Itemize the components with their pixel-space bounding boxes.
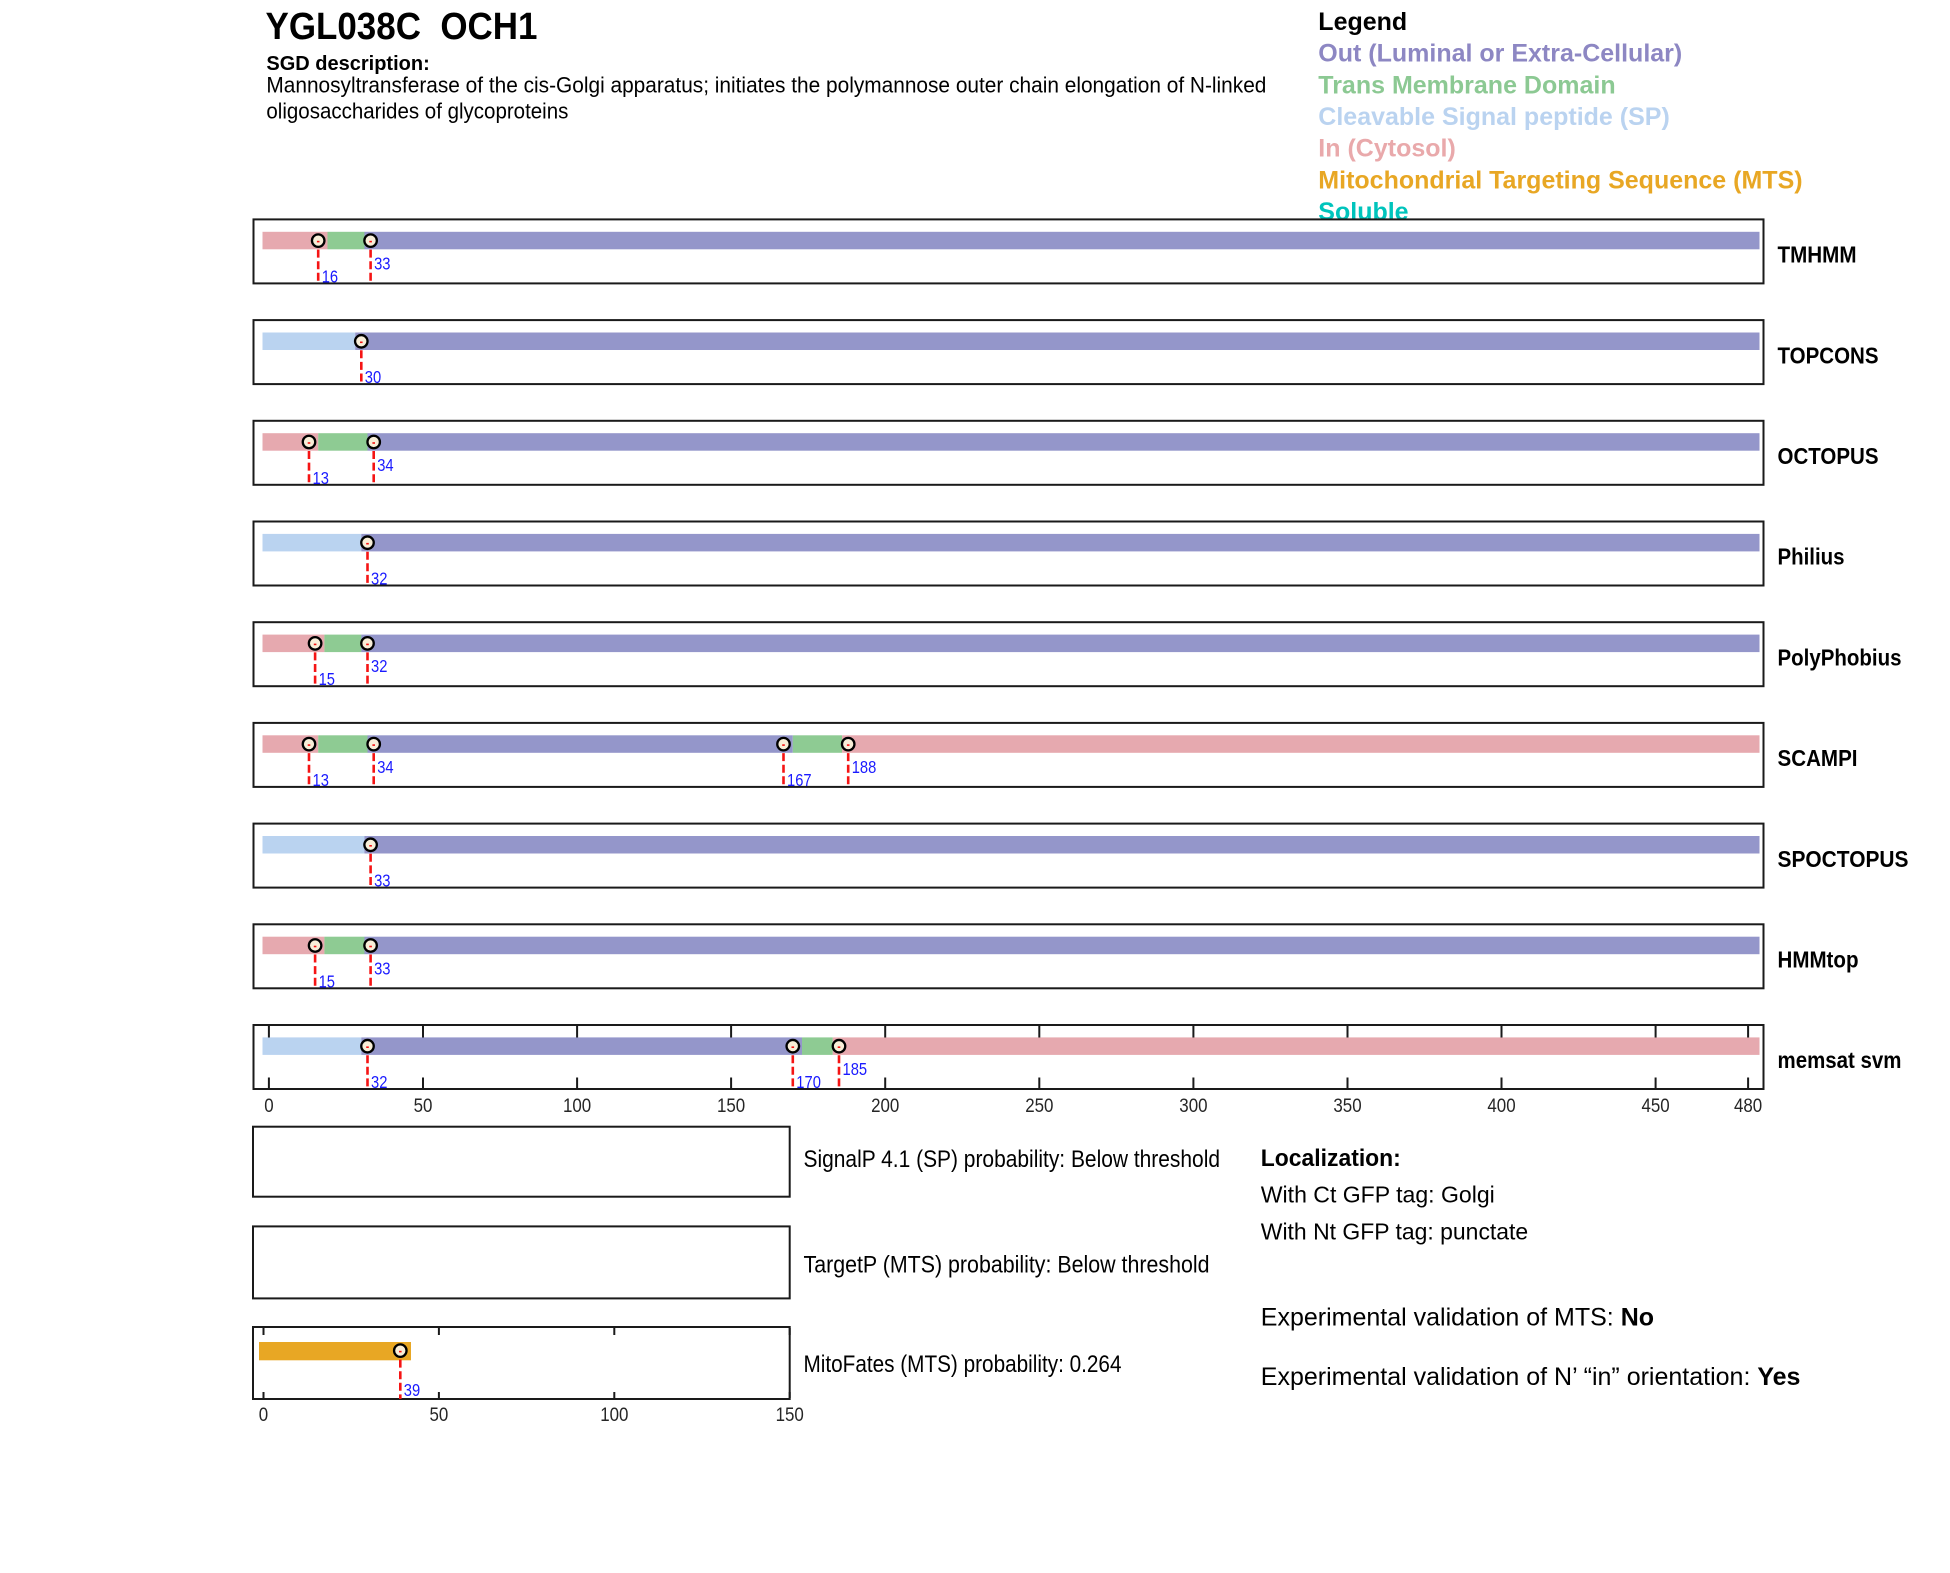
- svg-text:15: 15: [319, 971, 335, 991]
- svg-text:0: 0: [264, 1096, 273, 1117]
- svg-text:YGL038C OCH1: YGL038C OCH1: [266, 6, 538, 48]
- svg-text:Localization:: Localization:: [1261, 1145, 1401, 1172]
- svg-text:Legend: Legend: [1318, 8, 1407, 36]
- svg-text:32: 32: [371, 656, 387, 676]
- svg-text:13: 13: [313, 468, 329, 488]
- svg-text:16: 16: [322, 266, 338, 286]
- svg-text:In (Cytosol): In (Cytosol): [1318, 135, 1456, 163]
- svg-text:480: 480: [1734, 1096, 1762, 1117]
- svg-text:PolyPhobius: PolyPhobius: [1778, 644, 1902, 670]
- svg-text:33: 33: [374, 871, 390, 891]
- svg-text:Philius: Philius: [1778, 544, 1845, 570]
- svg-text:MitoFates (MTS) probability: 0: MitoFates (MTS) probability: 0.264: [804, 1351, 1122, 1378]
- svg-text:34: 34: [377, 757, 394, 777]
- svg-text:With Ct GFP tag: Golgi: With Ct GFP tag: Golgi: [1261, 1182, 1495, 1208]
- svg-text:100: 100: [600, 1405, 628, 1426]
- svg-text:Experimental validation of MTS: Experimental validation of MTS: No: [1261, 1304, 1654, 1332]
- svg-text:150: 150: [717, 1096, 745, 1117]
- svg-text:0: 0: [259, 1405, 268, 1426]
- svg-text:TMHMM: TMHMM: [1778, 242, 1857, 268]
- svg-text:33: 33: [374, 958, 390, 978]
- svg-text:39: 39: [404, 1380, 420, 1400]
- svg-text:350: 350: [1333, 1096, 1361, 1117]
- svg-text:SPOCTOPUS: SPOCTOPUS: [1778, 846, 1909, 872]
- svg-text:Soluble: Soluble: [1318, 198, 1408, 226]
- svg-text:SGD description:: SGD description:: [266, 53, 429, 75]
- svg-text:SignalP 4.1 (SP) probability:: SignalP 4.1 (SP) probability: Below thre…: [804, 1146, 1221, 1173]
- svg-text:SCAMPI: SCAMPI: [1778, 745, 1858, 771]
- svg-text:400: 400: [1487, 1096, 1515, 1117]
- svg-text:200: 200: [871, 1096, 899, 1117]
- svg-text:13: 13: [313, 770, 329, 790]
- svg-text:memsat svm: memsat svm: [1778, 1047, 1902, 1073]
- svg-text:OCTOPUS: OCTOPUS: [1778, 443, 1879, 469]
- svg-text:185: 185: [843, 1059, 868, 1079]
- svg-text:33: 33: [374, 253, 390, 273]
- svg-text:Mitochondrial Targeting Sequen: Mitochondrial Targeting Sequence (MTS): [1318, 166, 1802, 194]
- svg-text:HMMtop: HMMtop: [1778, 947, 1859, 973]
- svg-text:34: 34: [377, 455, 394, 475]
- svg-text:Mannosyltransferase of the cis: Mannosyltransferase of the cis-Golgi app…: [266, 72, 1266, 97]
- svg-text:32: 32: [371, 569, 387, 589]
- svg-text:With Nt GFP tag: punctate: With Nt GFP tag: punctate: [1261, 1219, 1528, 1245]
- svg-text:TOPCONS: TOPCONS: [1778, 342, 1879, 368]
- svg-text:250: 250: [1025, 1096, 1053, 1117]
- svg-text:188: 188: [852, 757, 877, 777]
- svg-text:450: 450: [1642, 1096, 1670, 1117]
- svg-text:150: 150: [776, 1405, 804, 1426]
- svg-text:Cleavable Signal peptide (SP): Cleavable Signal peptide (SP): [1318, 103, 1669, 131]
- svg-text:TargetP (MTS) probability: Bel: TargetP (MTS) probability: Below thresho…: [804, 1252, 1210, 1279]
- svg-text:300: 300: [1179, 1096, 1207, 1117]
- svg-text:Experimental validation of N’: Experimental validation of N’ “in” orien…: [1261, 1363, 1801, 1391]
- svg-text:100: 100: [563, 1096, 591, 1117]
- svg-text:50: 50: [414, 1096, 433, 1117]
- svg-text:50: 50: [430, 1405, 449, 1426]
- svg-text:oligosaccharides of glycoprote: oligosaccharides of glycoproteins: [266, 99, 568, 124]
- svg-text:167: 167: [787, 770, 812, 790]
- svg-text:Trans Membrane Domain: Trans Membrane Domain: [1318, 71, 1615, 99]
- svg-text:30: 30: [365, 367, 382, 387]
- svg-text:32: 32: [371, 1072, 387, 1092]
- svg-text:Out (Luminal or Extra-Cellular: Out (Luminal or Extra-Cellular): [1318, 40, 1682, 68]
- svg-text:15: 15: [319, 669, 335, 689]
- svg-text:170: 170: [796, 1072, 821, 1092]
